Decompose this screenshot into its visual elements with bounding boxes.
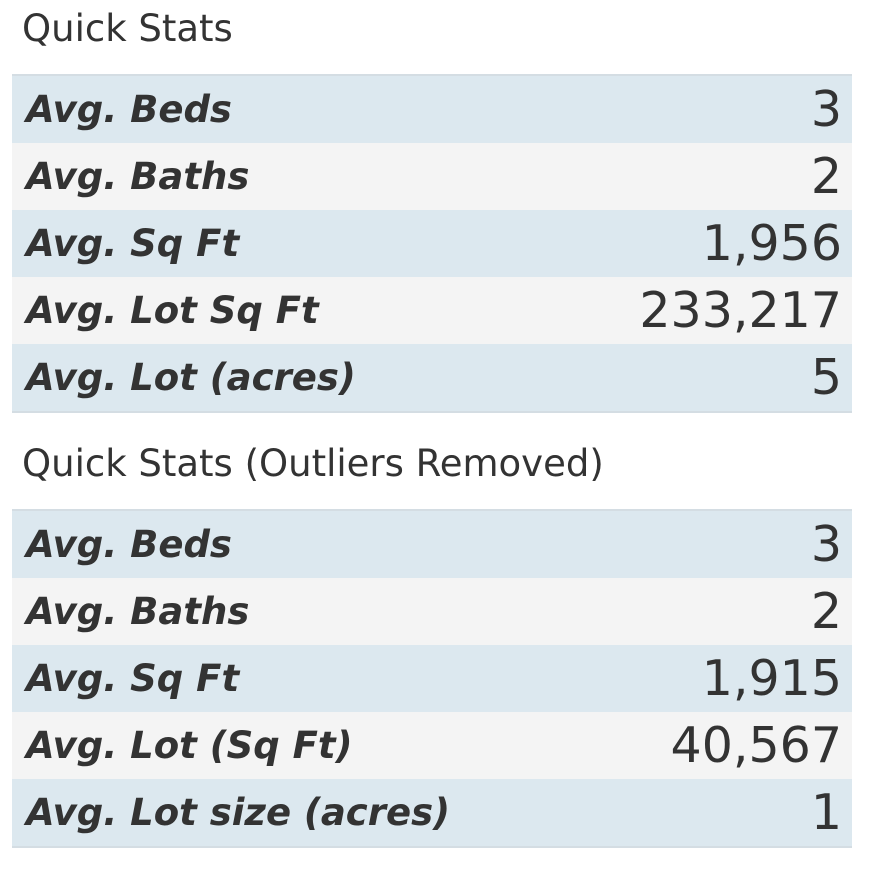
row-label: Avg. Lot Sq Ft xyxy=(26,289,319,332)
table-row: Avg. Beds 3 xyxy=(12,76,852,143)
row-label: Avg. Lot (acres) xyxy=(26,356,356,399)
quick-stats-outliers-removed-table: Avg. Beds 3 Avg. Baths 2 Avg. Sq Ft 1,91… xyxy=(12,509,852,848)
quick-stats-table: Avg. Beds 3 Avg. Baths 2 Avg. Sq Ft 1,95… xyxy=(12,74,852,413)
row-label: Avg. Baths xyxy=(26,155,250,198)
section-title-quick-stats-outliers-removed: Quick Stats (Outliers Removed) xyxy=(22,442,604,485)
row-label: Avg. Beds xyxy=(26,88,232,131)
table-row: Avg. Baths 2 xyxy=(12,578,852,645)
section-title-quick-stats: Quick Stats xyxy=(22,7,233,50)
table-row: Avg. Sq Ft 1,956 xyxy=(12,210,852,277)
row-label: Avg. Beds xyxy=(26,523,232,566)
row-label: Avg. Lot (Sq Ft) xyxy=(26,724,353,767)
table-row: Avg. Lot size (acres) 1 xyxy=(12,779,852,846)
table-row: Avg. Lot (acres) 5 xyxy=(12,344,852,411)
row-label: Avg. Sq Ft xyxy=(26,657,240,700)
row-value: 3 xyxy=(810,516,842,573)
row-value: 3 xyxy=(810,81,842,138)
row-label: Avg. Lot size (acres) xyxy=(26,791,451,834)
row-value: 2 xyxy=(810,583,842,640)
row-value: 1,915 xyxy=(701,650,842,707)
table-row: Avg. Lot Sq Ft 233,217 xyxy=(12,277,852,344)
table-row: Avg. Lot (Sq Ft) 40,567 xyxy=(12,712,852,779)
row-value: 2 xyxy=(810,148,842,205)
row-value: 1,956 xyxy=(701,215,842,272)
row-value: 5 xyxy=(810,349,842,406)
row-value: 40,567 xyxy=(670,717,842,774)
table-row: Avg. Beds 3 xyxy=(12,511,852,578)
row-value: 1 xyxy=(810,784,842,841)
table-row: Avg. Baths 2 xyxy=(12,143,852,210)
row-label: Avg. Sq Ft xyxy=(26,222,240,265)
row-label: Avg. Baths xyxy=(26,590,250,633)
table-row: Avg. Sq Ft 1,915 xyxy=(12,645,852,712)
row-value: 233,217 xyxy=(639,282,842,339)
